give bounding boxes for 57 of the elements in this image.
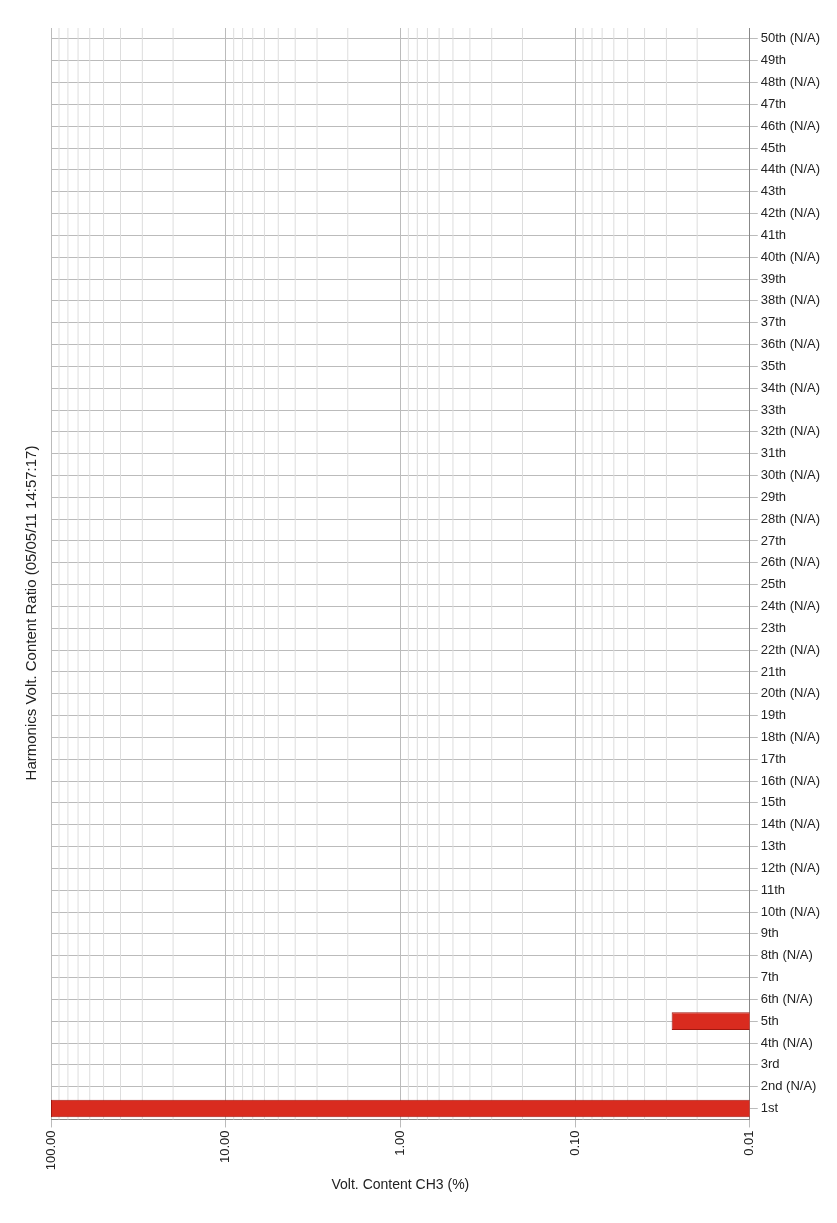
y-tick-label: 39th xyxy=(760,270,787,286)
y-tick-label: 18th (N/A) xyxy=(760,729,821,745)
y-tick-label: 23th xyxy=(760,619,787,635)
y-tick-label: 48th (N/A) xyxy=(760,74,821,90)
y-tick-label: 7th xyxy=(760,969,779,985)
y-tick-label: 42th (N/A) xyxy=(760,205,821,221)
y-tick-label: 11th xyxy=(760,881,786,897)
y-tick-label: 6th (N/A) xyxy=(760,990,813,1006)
y-tick-label: 38th (N/A) xyxy=(760,292,821,308)
y-tick-label: 4th (N/A) xyxy=(760,1034,813,1050)
y-tick-label: 41th xyxy=(760,226,787,242)
y-tick-label: 16th (N/A) xyxy=(760,772,821,788)
y-tick-label: 10th (N/A) xyxy=(760,903,821,919)
y-tick-label: 29th xyxy=(760,488,787,504)
y-tick-label: 27th xyxy=(760,532,787,548)
y-tick-label: 36th (N/A) xyxy=(760,336,821,352)
x-tick-label: 10.00 xyxy=(217,1130,233,1163)
y-tick-label: 37th xyxy=(760,314,787,330)
text: Harmonics Volt. Content Ratio (05/05/11 14:57:17) xyxy=(22,445,40,781)
y-tick-label: 14th (N/A) xyxy=(760,816,821,832)
y-tick-label: 28th (N/A) xyxy=(760,510,821,526)
y-tick-label: 2nd (N/A) xyxy=(760,1078,817,1094)
y-tick-label: 30th (N/A) xyxy=(760,467,821,483)
y-tick-label: 3rd xyxy=(760,1056,780,1072)
y-tick-label: 44th (N/A) xyxy=(760,161,821,177)
y-tick-label: 24th (N/A) xyxy=(760,598,821,614)
x-axis-title: Volt. Content CH3 (%) xyxy=(331,1176,470,1193)
y-tick-label: 32th (N/A) xyxy=(760,423,821,439)
y-tick-label: 47th xyxy=(760,95,787,111)
y-tick-label: 26th (N/A) xyxy=(760,554,821,570)
y-tick-label: 43th xyxy=(760,183,787,199)
y-tick-label: 12th (N/A) xyxy=(760,859,821,875)
y-tick-label: 22th (N/A) xyxy=(760,641,821,657)
y-tick-label: 9th xyxy=(760,925,779,941)
y-tick-label: 15th xyxy=(760,794,787,810)
y-tick-label: 8th (N/A) xyxy=(760,947,813,963)
x-tick-label: 100.00 xyxy=(42,1130,58,1171)
y-tick-label: 1st xyxy=(760,1100,779,1116)
y-tick-label: 34th (N/A) xyxy=(760,379,821,395)
x-tick-label: 1.00 xyxy=(391,1130,407,1156)
y-tick-label: 19th xyxy=(760,707,787,723)
y-tick-label: 31th xyxy=(760,445,787,461)
y-tick-label: 17th xyxy=(760,750,787,766)
y-tick-label: 40th (N/A) xyxy=(760,248,821,264)
y-tick-label: 33th xyxy=(760,401,787,417)
y-tick-label: 13th xyxy=(760,838,787,854)
y-tick-label: 5th xyxy=(760,1012,779,1028)
x-tick-label: 0.01 xyxy=(741,1130,757,1156)
x-tick-label: 0.10 xyxy=(566,1130,582,1156)
y-tick-label: 49th xyxy=(760,52,787,68)
y-tick-label: 21th xyxy=(760,663,787,679)
y-tick-label: 45th xyxy=(760,139,787,155)
y-tick-label: 50th (N/A) xyxy=(760,30,821,46)
y-tick-label: 25th xyxy=(760,576,787,592)
y-tick-label: 20th (N/A) xyxy=(760,685,821,701)
y-tick-label: 35th xyxy=(760,357,787,373)
y-tick-label: 46th (N/A) xyxy=(760,117,821,133)
